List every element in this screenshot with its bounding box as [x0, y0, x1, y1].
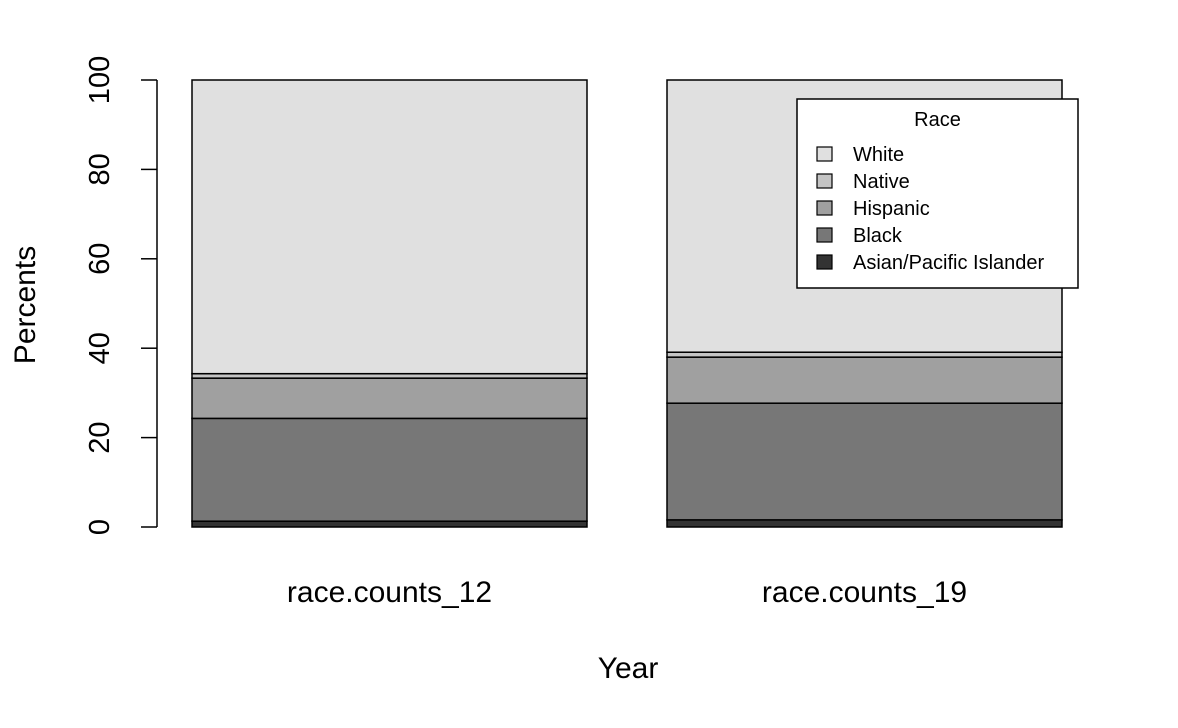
x-category-label: race.counts_12 — [287, 576, 492, 609]
legend-title: Race — [914, 109, 961, 131]
legend: Race White Native Hispanic Black Asian/Pacif… — [796, 98, 1079, 289]
y-axis: 0 20 40 60 80 100 — [84, 56, 158, 535]
legend-swatch — [816, 227, 833, 243]
legend-label: Black — [853, 225, 903, 247]
x-category-label: race.counts_19 — [762, 576, 967, 609]
legend-swatch — [816, 200, 833, 216]
y-tick-label: 40 — [84, 332, 116, 364]
legend-swatch — [816, 146, 833, 162]
y-axis-title: Percents — [9, 246, 42, 364]
bar-segment-hispanic-1 — [191, 377, 588, 420]
bar-segment-white-1 — [191, 79, 588, 375]
bar-segment-black-1 — [191, 417, 588, 522]
legend-box — [796, 98, 1079, 289]
bar-segment-hispanic-2 — [666, 356, 1063, 404]
legend-label: White — [853, 144, 904, 166]
x-axis-title: Year — [598, 652, 659, 685]
legend-swatch — [816, 254, 833, 270]
y-tick-label: 60 — [84, 243, 116, 275]
category-labels: race.counts_12 race.counts_19 — [287, 576, 967, 609]
y-tick-label: 80 — [84, 153, 116, 185]
y-tick-label: 20 — [84, 421, 116, 453]
legend-label: Asian/Pacific Islander — [853, 252, 1045, 274]
legend-label: Native — [853, 171, 910, 193]
bar-segment-asian-pacific-islander-2 — [666, 519, 1063, 528]
legend-label: Hispanic — [853, 198, 930, 220]
bar-segment-black-2 — [666, 402, 1063, 521]
legend-swatch — [816, 173, 833, 189]
y-tick-label: 100 — [84, 56, 116, 104]
bar-segment-asian-pacific-islander-1 — [191, 520, 588, 528]
y-tick-label: 0 — [84, 519, 116, 535]
